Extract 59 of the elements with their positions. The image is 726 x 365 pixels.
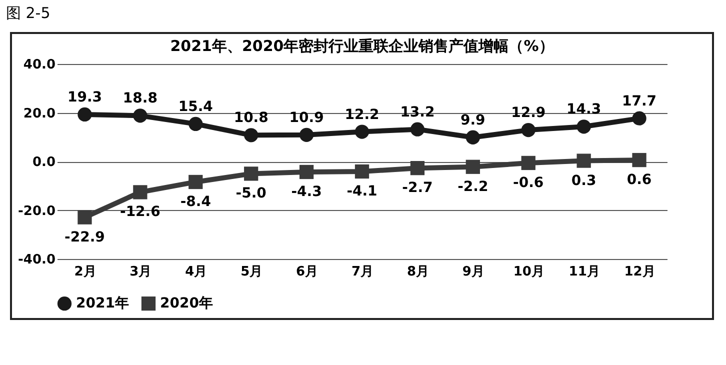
x-tick-label: 8月 bbox=[406, 264, 429, 280]
point bbox=[354, 164, 370, 179]
data-label: -8.4 bbox=[180, 194, 212, 210]
point bbox=[78, 210, 92, 224]
point bbox=[188, 174, 203, 190]
point bbox=[133, 185, 148, 200]
data-label: 10.8 bbox=[234, 110, 268, 126]
legend-label: 2021年 bbox=[76, 296, 129, 312]
data-label: 0.6 bbox=[626, 172, 652, 188]
point bbox=[244, 166, 258, 181]
x-tick-label: 9月 bbox=[462, 264, 484, 280]
x-tick-label: 6月 bbox=[296, 264, 318, 280]
point bbox=[299, 128, 314, 142]
point bbox=[188, 116, 203, 132]
data-label: 15.4 bbox=[178, 98, 214, 115]
point bbox=[466, 160, 480, 174]
point bbox=[521, 156, 536, 170]
point bbox=[354, 124, 370, 139]
y-tick-label: 20.0 bbox=[23, 106, 56, 122]
x-tick-label: 11月 bbox=[568, 264, 600, 280]
legend-label: 2020年 bbox=[160, 296, 213, 312]
data-label: 19.3 bbox=[67, 89, 102, 106]
y-tick-label: 0.0 bbox=[32, 155, 56, 170]
x-tick-label: 3月 bbox=[130, 264, 152, 280]
point bbox=[632, 152, 646, 168]
data-label: -22.9 bbox=[64, 229, 105, 246]
data-label: -0.6 bbox=[513, 174, 544, 191]
chart-title: 2021年、2020年密封行业重联企业销售产值增幅（%） bbox=[170, 37, 554, 55]
point bbox=[78, 107, 92, 122]
x-tick-label: 10月 bbox=[513, 264, 544, 280]
point bbox=[632, 111, 646, 126]
point bbox=[133, 108, 148, 123]
data-label: -5.0 bbox=[236, 186, 267, 202]
x-tick-label: 2月 bbox=[74, 264, 96, 280]
point bbox=[466, 130, 480, 144]
point bbox=[410, 122, 425, 136]
data-label: 18.8 bbox=[122, 90, 158, 107]
point bbox=[576, 120, 591, 134]
data-label: -2.2 bbox=[458, 178, 488, 195]
data-label: 10.9 bbox=[289, 110, 324, 126]
point bbox=[521, 123, 536, 138]
data-label: 0.3 bbox=[571, 172, 596, 189]
point bbox=[576, 154, 591, 168]
point bbox=[244, 128, 258, 142]
data-label: -2.7 bbox=[402, 180, 433, 196]
data-label: 17.7 bbox=[622, 93, 657, 110]
x-tick-label: 5月 bbox=[240, 264, 263, 280]
caption: 图 2-5 bbox=[5, 3, 52, 24]
point bbox=[410, 161, 425, 176]
y-tick-label: 40.0 bbox=[23, 58, 56, 72]
point bbox=[299, 164, 314, 180]
x-tick-label: 12月 bbox=[624, 264, 656, 280]
data-label: 9.9 bbox=[460, 112, 486, 128]
x-tick-label: 4月 bbox=[185, 264, 208, 280]
x-tick-label: 7月 bbox=[351, 264, 374, 280]
y-tick-label: -40.0 bbox=[18, 252, 56, 268]
data-label: -4.3 bbox=[291, 184, 322, 200]
y-tick-label: -20.0 bbox=[18, 204, 56, 219]
data-label: -4.1 bbox=[346, 183, 378, 200]
